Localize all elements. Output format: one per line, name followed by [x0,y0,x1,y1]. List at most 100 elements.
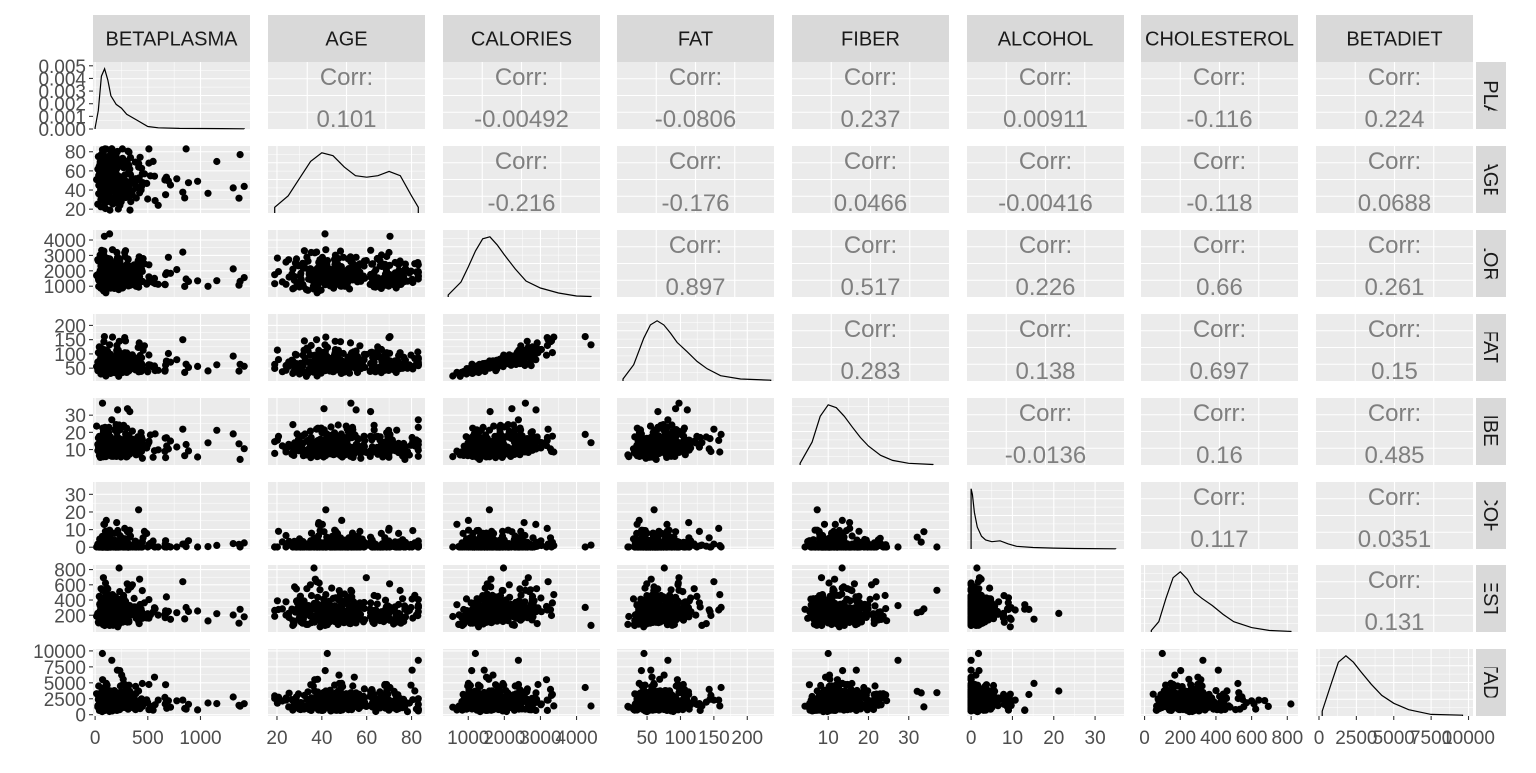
data-point [517,541,524,548]
data-point [367,367,374,374]
data-point [181,194,188,201]
data-point [357,455,364,462]
data-point [397,257,404,264]
data-point [696,528,703,535]
data-point [317,445,324,452]
data-point [340,350,347,357]
data-point [308,530,315,537]
data-point [318,349,325,356]
data-point [532,521,539,528]
data-point [505,430,512,437]
data-point [135,362,142,369]
data-point [99,187,106,194]
data-point [404,278,411,285]
data-point [293,351,300,358]
data-point [102,205,109,212]
data-point [102,158,109,165]
data-point [331,543,338,550]
data-point [318,368,325,375]
data-point [367,271,374,278]
data-point [339,453,346,460]
data-point [99,365,106,372]
data-point [386,233,393,240]
data-point [411,260,418,267]
data-point [235,440,242,447]
data-point [414,348,421,355]
data-point [181,452,188,459]
data-point [318,429,325,436]
data-point [331,443,338,450]
data-point [348,349,355,356]
data-point [145,160,152,167]
data-point [393,543,400,550]
panel-r5-c5 [967,482,1124,549]
data-point [393,357,400,364]
data-point [318,540,325,547]
data-point [634,521,641,528]
data-point [99,400,106,407]
data-point [144,195,151,202]
data-point [415,361,422,368]
data-point [122,247,129,254]
data-point [291,273,298,280]
data-point [290,285,297,292]
data-point [526,349,533,356]
data-point [404,448,411,455]
data-point [382,447,389,454]
data-point [138,429,145,436]
data-point [111,427,118,434]
data-point [204,283,211,290]
data-point [124,405,131,412]
data-point [685,519,692,526]
data-point [301,261,308,268]
data-point [97,440,104,447]
data-point [357,538,364,545]
data-point [319,254,326,261]
data-point [136,339,143,346]
data-point [582,431,589,438]
data-point [332,346,339,353]
data-point [499,440,506,447]
data-point [370,283,377,290]
data-point [322,362,329,369]
data-point [475,368,482,375]
data-point [707,448,714,455]
data-point [114,527,121,534]
data-point [125,256,132,263]
data-point [116,360,123,367]
data-point [322,334,329,341]
data-point [213,361,220,368]
data-point [301,337,308,344]
data-point [165,177,172,184]
data-point [139,436,146,443]
data-point [382,538,389,545]
data-point [313,336,320,343]
data-point [449,543,456,550]
data-point [230,353,237,360]
data-point [467,541,474,548]
data-point [143,530,150,537]
data-point [672,430,679,437]
data-point [655,447,662,454]
data-point [131,261,138,268]
data-point [113,519,120,526]
data-point [489,543,496,550]
data-point [213,427,220,434]
data-point [508,405,515,412]
data-point [320,405,327,412]
data-point [332,258,339,265]
data-point [386,431,393,438]
data-point [99,425,106,432]
data-point [204,543,211,550]
data-point [706,534,713,541]
data-point [301,430,308,437]
data-point [124,528,131,535]
data-point [582,333,589,340]
data-point [116,444,123,451]
data-point [138,186,145,193]
data-point [93,423,100,430]
data-point [185,179,192,186]
data-point [138,368,145,375]
data-point [369,260,376,267]
data-point [508,528,515,535]
